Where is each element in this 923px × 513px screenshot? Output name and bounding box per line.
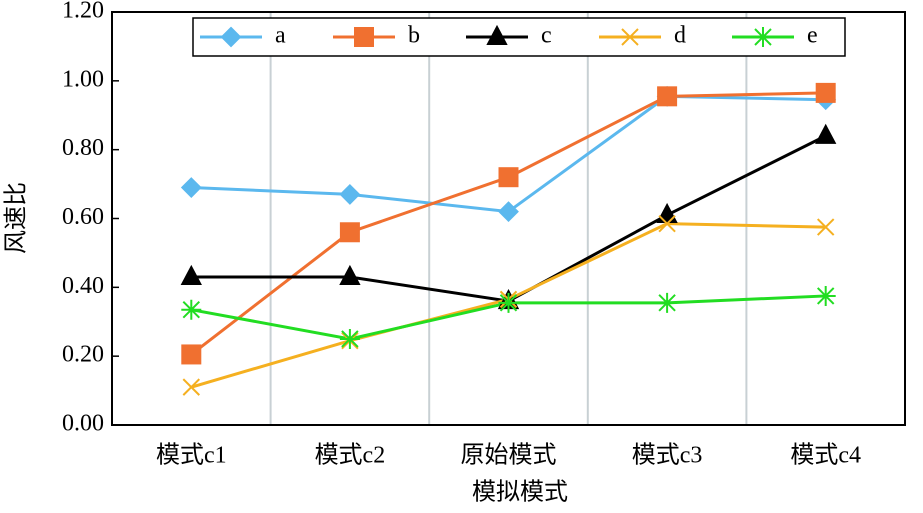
marker	[498, 167, 519, 188]
marker	[339, 328, 360, 349]
x-tick-label: 模式c4	[790, 442, 861, 469]
y-tick-label: 0.40	[62, 273, 104, 299]
y-axis-label: 风速比	[3, 182, 30, 254]
marker	[182, 378, 201, 396]
x-tick-label: 模式c2	[315, 442, 386, 469]
marker	[815, 82, 836, 103]
marker	[815, 123, 837, 144]
marker	[815, 285, 836, 306]
x-tick-label: 模式c1	[156, 442, 227, 469]
series-line	[191, 94, 826, 214]
y-tick-label: 1.00	[62, 66, 104, 92]
marker	[220, 26, 242, 48]
marker	[486, 24, 508, 45]
marker	[180, 264, 202, 286]
y-tick-label: 0.80	[62, 135, 104, 161]
marker	[339, 264, 361, 286]
marker	[498, 201, 519, 223]
y-tick-label: 1.20	[62, 0, 104, 24]
y-tick-label: 0.20	[62, 342, 104, 368]
legend-label: a	[275, 23, 286, 49]
legend-label: b	[408, 23, 420, 49]
marker	[816, 218, 835, 236]
y-tick-label: 0.60	[62, 204, 104, 230]
legend-label: e	[807, 23, 818, 49]
marker	[354, 27, 374, 47]
marker	[621, 28, 639, 46]
marker	[657, 86, 678, 107]
x-axis-label: 模拟模式	[472, 479, 568, 506]
marker	[339, 183, 361, 205]
marker	[339, 222, 360, 243]
marker	[657, 292, 678, 313]
x-tick-label: 原始模式	[461, 442, 557, 469]
marker	[498, 292, 519, 313]
x-tick-label: 模式c3	[632, 442, 703, 469]
legend-label: c	[541, 23, 552, 49]
legend-label: d	[674, 23, 686, 49]
marker	[181, 344, 202, 365]
y-tick-label: 0.00	[62, 411, 104, 437]
marker	[658, 214, 676, 233]
plot-frame	[111, 11, 906, 426]
marker	[181, 299, 202, 320]
marker	[180, 177, 202, 198]
marker	[753, 27, 773, 47]
